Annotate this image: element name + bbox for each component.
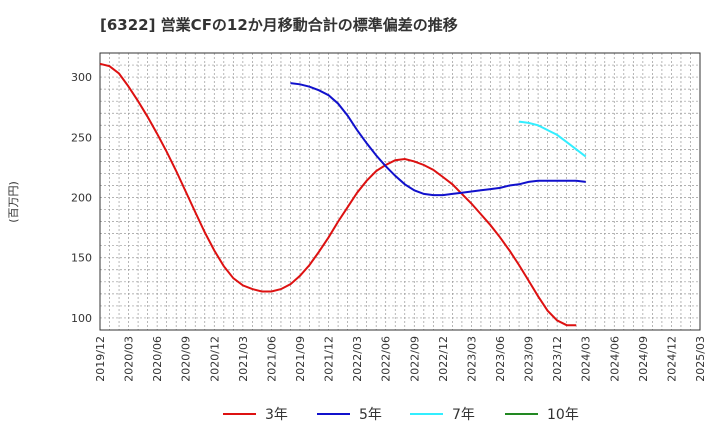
x-tick-label: 2020/09 xyxy=(180,336,193,382)
legend-label-3: 10年 xyxy=(547,407,579,423)
x-tick-label: 2021/09 xyxy=(294,336,307,382)
x-tick-label: 2020/12 xyxy=(208,336,221,382)
x-tick-label: 2025/03 xyxy=(694,336,707,382)
x-tick-label: 2020/03 xyxy=(123,336,136,382)
x-axis: 2019/12 2020/03 2020/06 2020/09 2020/12 2021/… xyxy=(94,336,707,382)
x-tick-label: 2022/12 xyxy=(437,336,450,382)
x-tick-label: 2021/03 xyxy=(237,336,250,382)
x-tick-label: 2023/09 xyxy=(523,336,536,382)
x-tick-label: 2024/12 xyxy=(665,336,678,382)
series-line-0 xyxy=(99,62,577,327)
plot-area xyxy=(99,52,701,331)
series-lines xyxy=(99,62,587,327)
x-tick-label: 2023/03 xyxy=(465,336,478,382)
series-line-2 xyxy=(518,120,587,158)
legend: 3年 5年 7年 10年 xyxy=(223,407,579,423)
y-tick-label: 300 xyxy=(71,71,92,84)
y-tick-label: 250 xyxy=(71,131,92,144)
legend-label-2: 7年 xyxy=(452,407,475,423)
x-tick-label: 2021/06 xyxy=(265,336,278,382)
legend-label-0: 3年 xyxy=(265,407,288,423)
x-tick-label: 2023/06 xyxy=(494,336,507,382)
x-tick-label: 2024/09 xyxy=(637,336,650,382)
y-axis-label: (百万円) xyxy=(7,181,20,223)
chart-title: [6322] 営業CFの12か月移動合計の標準偏差の推移 xyxy=(100,16,458,34)
y-tick-label: 150 xyxy=(71,252,92,265)
x-tick-label: 2022/03 xyxy=(351,336,364,382)
x-tick-label: 2022/09 xyxy=(408,336,421,382)
y-axis: 100 150 200 250 300 xyxy=(71,71,92,325)
series-line-1 xyxy=(290,82,586,197)
x-tick-label: 2024/03 xyxy=(580,336,593,382)
y-tick-label: 200 xyxy=(71,192,92,205)
x-tick-label: 2019/12 xyxy=(94,336,107,382)
grid xyxy=(99,53,701,330)
x-tick-label: 2023/12 xyxy=(551,336,564,382)
x-tick-label: 2024/06 xyxy=(608,336,621,382)
y-tick-label: 100 xyxy=(71,312,92,325)
x-tick-label: 2020/06 xyxy=(151,336,164,382)
x-tick-label: 2022/06 xyxy=(380,336,393,382)
x-tick-label: 2021/12 xyxy=(323,336,336,382)
legend-label-1: 5年 xyxy=(359,407,382,423)
